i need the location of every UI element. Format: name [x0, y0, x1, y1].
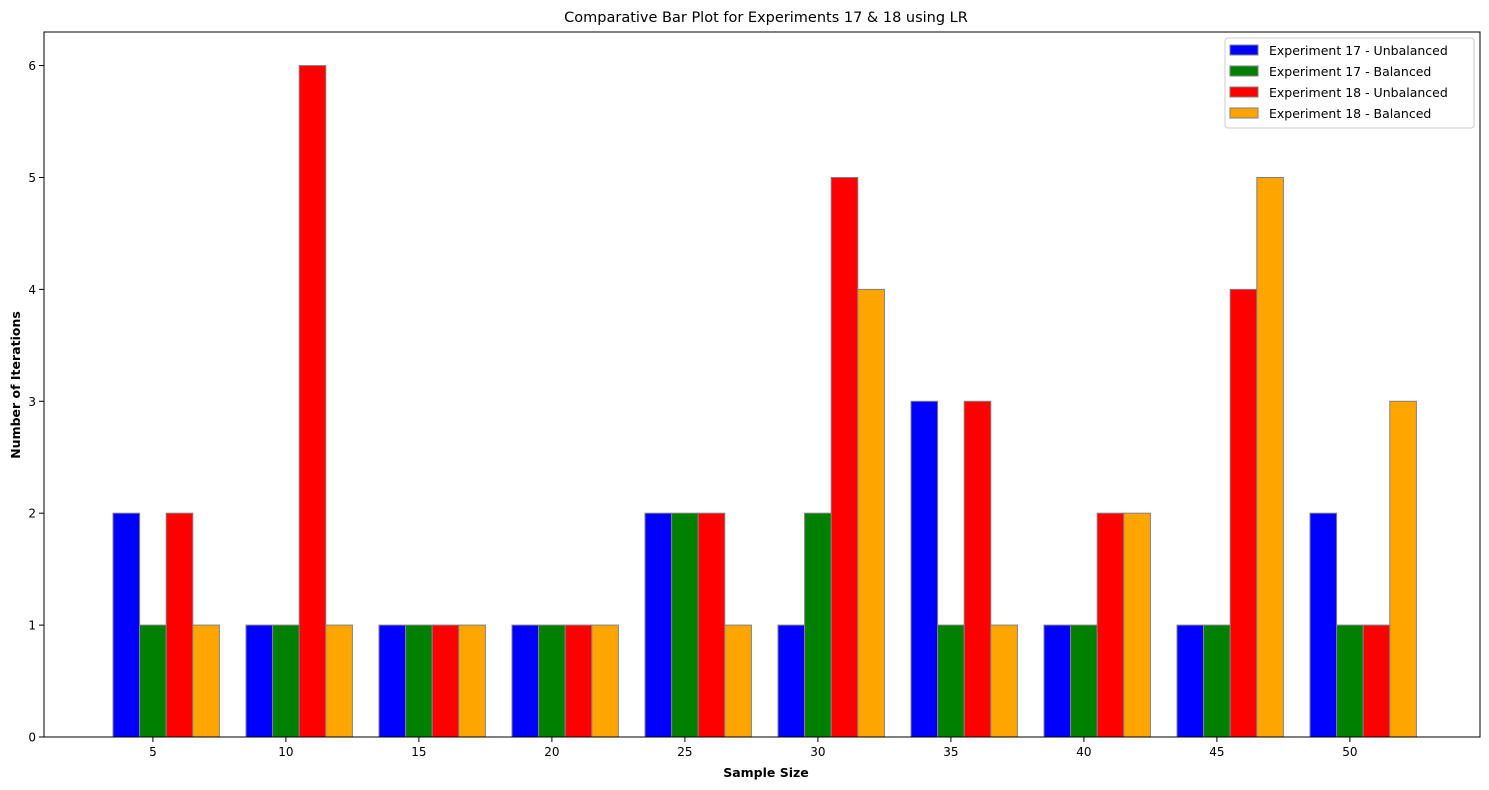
legend-label: Experiment 18 - Balanced [1269, 106, 1431, 121]
bar-series3-cat20 [564, 624, 593, 738]
bar-series2-cat50 [1336, 624, 1364, 738]
y-tick-label: 4 [28, 283, 36, 297]
bar-series4-cat5 [192, 624, 220, 738]
x-tick-label: 25 [677, 745, 692, 759]
bar-series3-cat40 [1096, 512, 1125, 738]
bar-series1-cat35 [910, 400, 939, 738]
legend-swatch [1229, 86, 1259, 98]
y-tick-label: 0 [28, 731, 36, 745]
legend: Experiment 17 - Unbalanced Experiment 17 … [1224, 37, 1475, 129]
bar-series4-cat50 [1389, 400, 1417, 738]
legend-box [1224, 37, 1475, 129]
bar-series1-cat45 [1176, 624, 1205, 738]
bar-series1-cat40 [1043, 624, 1072, 738]
chart-title: Comparative Bar Plot for Experiments 17 … [564, 10, 968, 26]
bar-series4-cat35 [990, 624, 1018, 738]
y-tick-label: 6 [28, 59, 36, 73]
x-axis-label: Sample Size [723, 765, 809, 780]
bar-series4-cat25 [724, 624, 752, 738]
bar-series3-cat5 [165, 512, 194, 738]
x-tick-label: 45 [1209, 745, 1224, 759]
x-tick-label: 10 [278, 745, 293, 759]
bar-series4-cat10 [325, 624, 353, 738]
bar-series3-cat30 [830, 176, 859, 738]
bar-series4-cat40 [1123, 512, 1151, 738]
bar-series1-cat30 [777, 624, 806, 738]
x-tick-label: 30 [810, 745, 825, 759]
legend-label: Experiment 18 - Unbalanced [1269, 85, 1448, 100]
x-tick-label: 15 [411, 745, 426, 759]
y-tick-label: 3 [28, 395, 36, 409]
bar-series2-cat35 [937, 624, 965, 738]
bar-series3-cat45 [1229, 288, 1258, 738]
bar-series1-cat20 [511, 624, 540, 738]
bar-series1-cat25 [644, 512, 673, 738]
legend-swatch [1229, 65, 1259, 77]
bar-series4-cat45 [1256, 176, 1284, 738]
y-tick-label: 5 [28, 171, 36, 185]
x-tick-label: 20 [544, 745, 559, 759]
legend-label: Experiment 17 - Unbalanced [1269, 43, 1448, 58]
x-tick-label: 50 [1342, 745, 1357, 759]
bar-series4-cat30 [857, 288, 885, 738]
bars-layer [112, 65, 1417, 738]
bar-series3-cat25 [697, 512, 726, 738]
y-tick-label: 2 [28, 507, 36, 521]
bar-series3-cat50 [1362, 624, 1391, 738]
bar-series4-cat20 [591, 624, 619, 738]
bar-series2-cat25 [671, 512, 699, 738]
x-tick-label: 5 [149, 745, 157, 759]
bar-series3-cat15 [431, 624, 460, 738]
legend-label: Experiment 17 - Balanced [1269, 64, 1431, 79]
bar-series1-cat10 [245, 624, 274, 738]
bar-series2-cat30 [804, 512, 832, 738]
bar-series2-cat5 [139, 624, 167, 738]
bar-series1-cat5 [112, 512, 141, 738]
bar-series2-cat20 [538, 624, 566, 738]
bar-series4-cat15 [458, 624, 486, 738]
legend-swatch [1229, 107, 1259, 119]
y-tick-label: 1 [28, 619, 36, 633]
legend-swatch [1229, 44, 1259, 56]
bar-series1-cat15 [378, 624, 407, 738]
bar-series2-cat45 [1203, 624, 1231, 738]
bar-series3-cat10 [298, 65, 327, 738]
bar-series2-cat15 [405, 624, 433, 738]
plot-frame [43, 31, 1481, 738]
bar-series2-cat40 [1070, 624, 1098, 738]
bar-series3-cat35 [963, 400, 992, 738]
bar-series2-cat10 [272, 624, 300, 738]
y-axis-label: Number of Iterations [8, 311, 23, 459]
bar-series1-cat50 [1309, 512, 1338, 738]
x-tick-label: 35 [943, 745, 958, 759]
x-tick-label: 40 [1076, 745, 1091, 759]
